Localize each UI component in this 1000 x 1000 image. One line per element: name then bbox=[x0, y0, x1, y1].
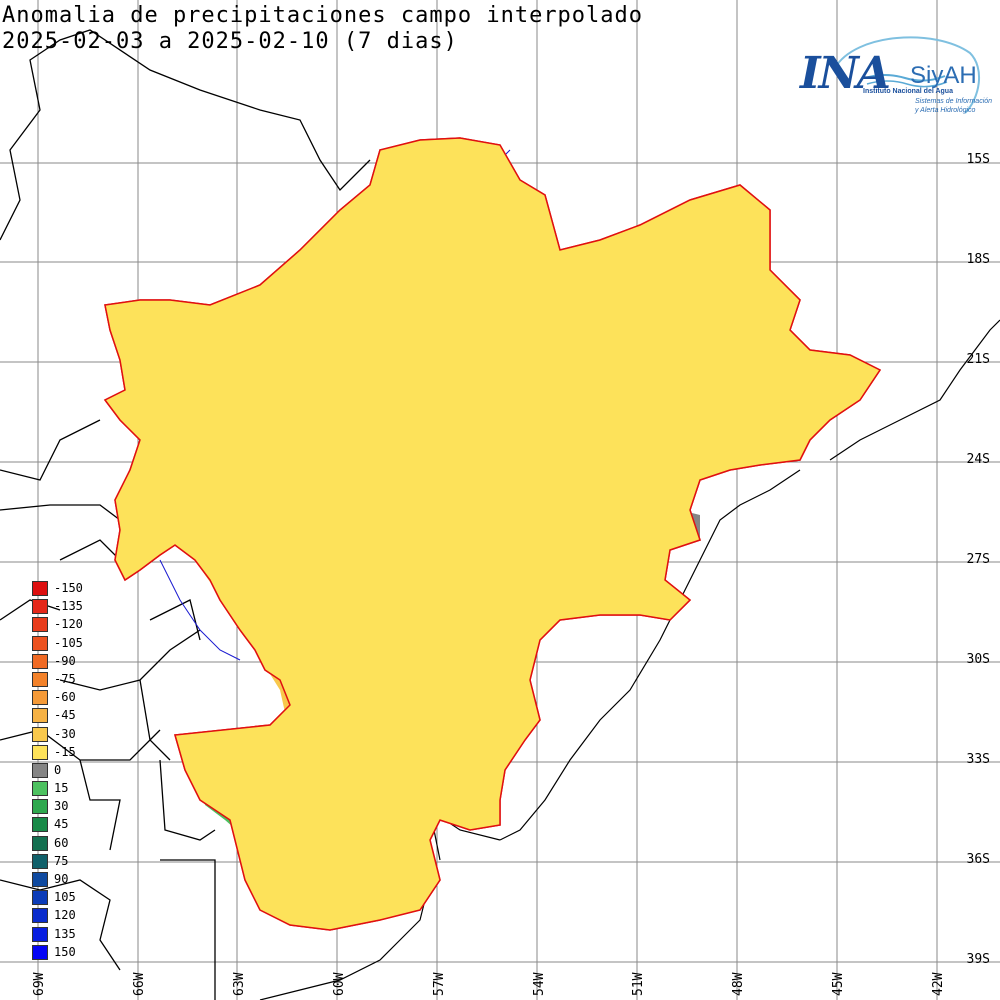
legend-label: 60 bbox=[54, 835, 69, 850]
legend-item: 60 bbox=[32, 835, 92, 853]
legend-swatch bbox=[32, 581, 48, 596]
legend-item: 150 bbox=[32, 944, 92, 962]
legend-label: 105 bbox=[54, 890, 76, 905]
legend-swatch bbox=[32, 653, 48, 669]
lon-label: 48W bbox=[731, 972, 747, 996]
logo-swirl-icon bbox=[834, 36, 981, 114]
legend-item: 30 bbox=[32, 798, 92, 816]
lat-label: 33S bbox=[966, 752, 990, 767]
legend-swatch bbox=[32, 671, 48, 687]
lon-label: 60W bbox=[331, 972, 347, 996]
logo-product: SiyAH bbox=[910, 62, 977, 89]
legend-item: 45 bbox=[32, 816, 92, 834]
legend-swatch bbox=[32, 835, 48, 851]
lon-label: 42W bbox=[931, 972, 947, 996]
legend-swatch bbox=[32, 908, 48, 924]
legend-item: 15 bbox=[32, 780, 92, 798]
legend-swatch bbox=[32, 726, 48, 742]
lat-label: 39S bbox=[966, 952, 990, 967]
lat-label: 27S bbox=[966, 552, 990, 567]
legend-swatch bbox=[32, 890, 48, 906]
map-date-range: 2025-02-03 a 2025-02-10 (7 dias) bbox=[2, 29, 458, 54]
lon-label: 57W bbox=[431, 972, 447, 996]
legend-item: -150 bbox=[32, 580, 92, 598]
legend-label: -60 bbox=[54, 690, 76, 705]
legend-swatch bbox=[32, 690, 48, 706]
legend-swatch bbox=[32, 781, 48, 797]
legend-item: -120 bbox=[32, 616, 92, 634]
logo-subtitle-2: Sistemas de Información bbox=[915, 98, 993, 105]
lon-label: 45W bbox=[831, 972, 847, 996]
legend-swatch bbox=[32, 853, 48, 869]
legend-item: 75 bbox=[32, 853, 92, 871]
legend-item: 135 bbox=[32, 926, 92, 944]
legend-label: -30 bbox=[54, 726, 76, 741]
legend-swatch bbox=[32, 872, 48, 887]
lat-label: 15S bbox=[966, 152, 990, 167]
legend-label: 0 bbox=[54, 762, 62, 777]
legend-item: 90 bbox=[32, 871, 92, 889]
legend-label: -150 bbox=[54, 581, 83, 595]
country-borders bbox=[0, 29, 371, 1000]
legend-swatch bbox=[32, 744, 48, 760]
legend-label: 15 bbox=[54, 781, 69, 796]
legend-label: 75 bbox=[54, 853, 69, 868]
legend-swatch bbox=[32, 708, 48, 724]
legend-swatch bbox=[32, 762, 48, 778]
legend-swatch bbox=[32, 926, 48, 942]
legend-item: -45 bbox=[32, 707, 92, 725]
legend-item: -60 bbox=[32, 689, 92, 707]
legend-swatch bbox=[32, 635, 48, 651]
legend-swatch bbox=[32, 817, 48, 833]
legend-item: -75 bbox=[32, 671, 92, 689]
legend-label: -135 bbox=[54, 599, 83, 614]
legend-label: 120 bbox=[54, 908, 76, 923]
legend-item: -15 bbox=[32, 744, 92, 762]
legend-label: 90 bbox=[54, 872, 69, 886]
legend-item: 105 bbox=[32, 889, 92, 907]
lat-label: 36S bbox=[966, 852, 990, 867]
legend-item: -90 bbox=[32, 653, 92, 671]
legend-item: 120 bbox=[32, 907, 92, 925]
lon-label: 63W bbox=[231, 972, 247, 996]
lon-label: 66W bbox=[131, 972, 147, 996]
legend-label: -15 bbox=[54, 744, 76, 759]
logo-subtitle-3: y Alerta Hidrológico bbox=[915, 107, 976, 114]
legend-swatch bbox=[32, 599, 48, 615]
logo-subtitle-1: Instituto Nacional del Agua bbox=[863, 88, 953, 95]
legend-swatch bbox=[32, 799, 48, 815]
legend-label: 150 bbox=[54, 944, 76, 959]
legend-label: -45 bbox=[54, 708, 76, 723]
lon-label: 69W bbox=[32, 972, 47, 996]
legend-swatch bbox=[32, 944, 48, 960]
ina-siyah-logo: INA SiyAH Instituto Nacional del Agua Si… bbox=[795, 28, 995, 128]
legend-label: -75 bbox=[54, 671, 76, 686]
legend-label: 135 bbox=[54, 926, 76, 941]
color-legend: -150 -135 -120 -105 -90 -75 -60 -45 -30 -15 0 15 30 4… bbox=[32, 580, 92, 962]
lat-label: 24S bbox=[966, 452, 990, 467]
lon-label: 51W bbox=[631, 972, 647, 996]
legend-label: -90 bbox=[54, 653, 76, 668]
legend-item: -30 bbox=[32, 726, 92, 744]
legend-label: 30 bbox=[54, 799, 69, 814]
basin-outline bbox=[104, 137, 881, 931]
legend-item: -135 bbox=[32, 598, 92, 616]
lat-label: 21S bbox=[966, 352, 990, 367]
legend-item: -105 bbox=[32, 635, 92, 653]
legend-item: 0 bbox=[32, 762, 92, 780]
lon-label: 54W bbox=[531, 972, 547, 996]
map-title: Anomalia de precipitaciones campo interp… bbox=[2, 3, 644, 28]
legend-swatch bbox=[32, 617, 48, 633]
logo-brand: INA bbox=[800, 48, 891, 99]
lat-label: 18S bbox=[966, 252, 990, 267]
legend-label: -105 bbox=[54, 635, 83, 650]
legend-label: -120 bbox=[54, 617, 83, 632]
lat-label: 30S bbox=[966, 652, 990, 667]
legend-label: 45 bbox=[54, 817, 69, 832]
